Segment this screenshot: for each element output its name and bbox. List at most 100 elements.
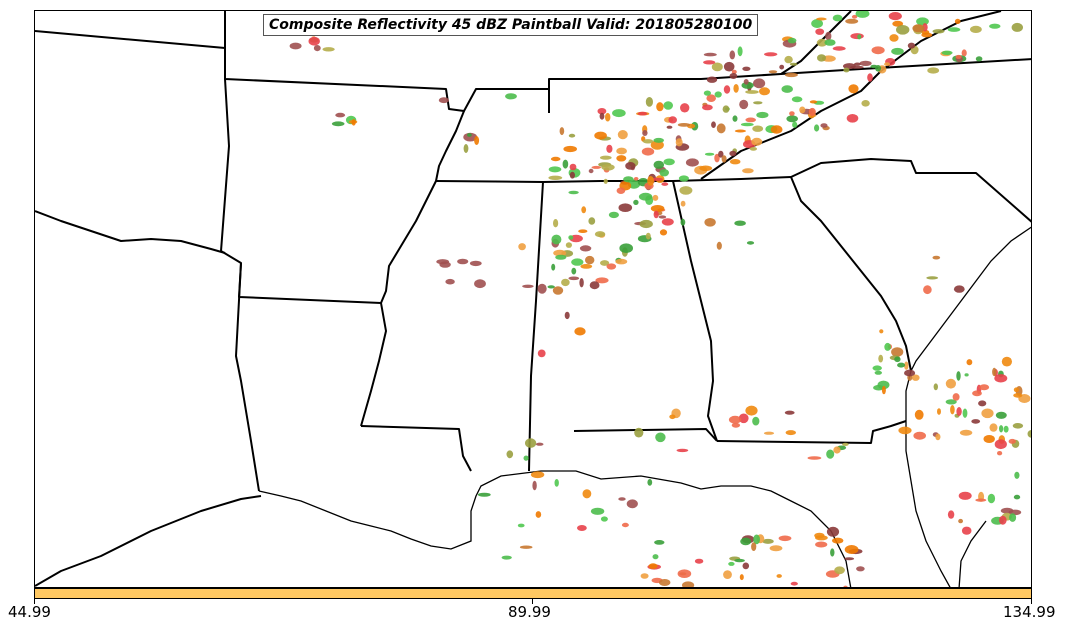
- paintball-blob: [999, 515, 1007, 525]
- paintball-blob: [846, 114, 859, 123]
- paintball-blob: [599, 155, 612, 160]
- paintball-blob: [891, 47, 904, 55]
- paintball-blob: [579, 245, 592, 252]
- paintball-blob: [659, 579, 671, 586]
- paintball-blob: [816, 38, 828, 47]
- paintball-blob: [505, 93, 517, 100]
- paintball-blob: [753, 534, 760, 545]
- paintball-blob: [933, 383, 938, 391]
- colorbar-label-mid: 89.99: [508, 603, 551, 621]
- paintball-blob: [961, 526, 972, 535]
- paintball-blob: [711, 62, 723, 72]
- paintball-blob: [652, 554, 659, 560]
- paintball-blob: [552, 286, 564, 295]
- paintball-blob: [861, 100, 870, 107]
- paintball-blob: [561, 278, 570, 287]
- paintball-blob: [650, 205, 665, 212]
- paintball-blob: [961, 49, 967, 57]
- paintball-blob: [582, 489, 592, 499]
- paintball-blob: [714, 153, 720, 163]
- paintball-blob: [678, 175, 689, 182]
- paintball-blob: [703, 52, 717, 57]
- paintball-blob: [554, 479, 559, 487]
- paintball-blob: [784, 410, 795, 415]
- paintball-blob: [958, 491, 972, 500]
- paintball-blob: [1001, 356, 1013, 367]
- paintball-blob: [894, 356, 901, 363]
- paintball-blob: [937, 408, 941, 415]
- paintball-blob: [907, 42, 916, 49]
- paintball-blob: [964, 373, 969, 377]
- paintball-blob: [506, 450, 514, 459]
- paintball-blob: [787, 37, 797, 44]
- paintball-blob: [588, 217, 596, 225]
- paintball-blob: [523, 455, 529, 461]
- paintball-blob: [935, 433, 941, 441]
- paintball-blob: [941, 50, 953, 55]
- paintball-blob: [1013, 393, 1023, 398]
- paintball-blob: [994, 439, 1007, 450]
- paintball-blob: [972, 390, 982, 397]
- paintball-blob: [999, 425, 1004, 433]
- paintball-blob: [971, 419, 981, 424]
- paintball-blob: [881, 385, 886, 395]
- paintball-blob: [581, 206, 587, 214]
- paintball-blob: [898, 426, 912, 435]
- paintball-blob: [891, 347, 904, 357]
- paintball-blob: [588, 168, 594, 174]
- paintball-blob: [680, 200, 686, 207]
- paintball-blob: [815, 535, 828, 541]
- paintball-blob: [745, 90, 759, 94]
- paintball-blob: [987, 493, 996, 504]
- paintball-blob: [742, 66, 751, 72]
- paintball-blob: [716, 123, 726, 134]
- paintball-blob: [563, 145, 577, 153]
- paintball-blob: [733, 84, 739, 93]
- paintball-blob: [501, 555, 512, 560]
- paintball-blob: [994, 374, 1008, 383]
- colorbar: [34, 588, 1032, 599]
- paintball-blob: [517, 523, 525, 528]
- paintball-blob: [770, 125, 783, 134]
- paintball-blob: [550, 156, 561, 162]
- coastline: [258, 226, 1031, 587]
- paintball-blob: [745, 117, 756, 123]
- paintball-blob: [981, 408, 994, 419]
- paintball-blob: [525, 438, 537, 448]
- colorbar-tick: [1031, 599, 1032, 604]
- paintball-blob: [615, 258, 628, 265]
- paintball-blob: [457, 258, 469, 265]
- paintball-blob: [786, 115, 798, 123]
- paintball-blob: [904, 369, 916, 377]
- paintball-blob: [911, 374, 920, 381]
- paintball-blob: [871, 46, 885, 55]
- paintball-blob: [784, 55, 793, 64]
- paintball-blob: [474, 136, 480, 145]
- paintball-blob: [663, 158, 675, 166]
- paintball-blob: [843, 585, 848, 587]
- paintball-blob: [857, 34, 862, 40]
- paintball-blob: [601, 164, 615, 171]
- paintball-blob: [469, 260, 482, 267]
- paintball-blob: [745, 405, 758, 416]
- paintball-blob: [659, 229, 668, 236]
- paintball-blob: [618, 203, 633, 212]
- paintball-blob: [850, 33, 864, 40]
- paintball-blob: [723, 85, 731, 94]
- paintball-blob: [952, 393, 960, 401]
- paintball-blob: [654, 540, 665, 545]
- paintball-blob: [975, 498, 987, 502]
- paintball-blob: [729, 159, 741, 165]
- paintball-blob: [699, 165, 713, 172]
- paintball-blob: [477, 492, 491, 497]
- paintball-blob: [661, 218, 674, 226]
- paintball-blob: [751, 542, 757, 551]
- paintball-blob: [811, 19, 823, 28]
- paintball-blob: [677, 123, 691, 127]
- paintball-blob: [551, 234, 562, 245]
- paintball-blob: [655, 432, 666, 443]
- paintball-blob: [351, 119, 356, 126]
- paintball-blob: [619, 243, 633, 253]
- paintball-blob: [605, 112, 611, 122]
- paintball-blob: [548, 166, 562, 173]
